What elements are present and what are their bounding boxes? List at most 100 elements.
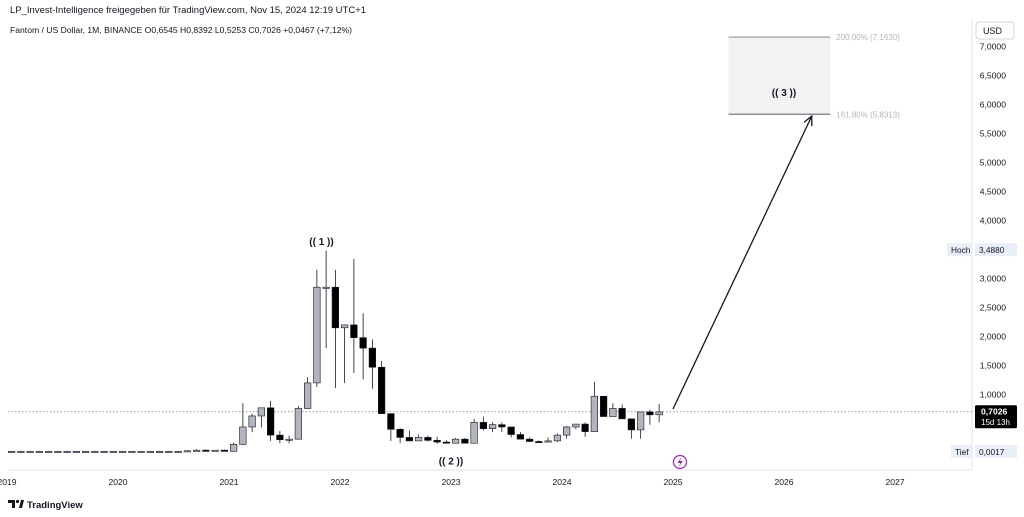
candle-body bbox=[600, 395, 608, 417]
candle-body bbox=[146, 451, 154, 453]
candle bbox=[146, 450, 154, 453]
candle-body bbox=[45, 451, 53, 453]
time-axis-ticks: 2019 2020 2021 2022 2023 2024 2025 2026 2027 bbox=[0, 477, 905, 487]
usd-currency-button[interactable]: USD bbox=[975, 21, 1015, 40]
candle-body bbox=[461, 438, 469, 444]
candle-body bbox=[526, 438, 534, 442]
current-price-countdown: 15d 13h bbox=[981, 418, 1010, 427]
time-tick-label: 2026 bbox=[774, 477, 793, 487]
candle-body bbox=[331, 286, 339, 329]
candle bbox=[239, 403, 247, 445]
candle bbox=[331, 269, 339, 389]
price-tick-label: 2,0000 bbox=[980, 332, 1007, 342]
low-label-text: Tief bbox=[955, 447, 969, 457]
candle bbox=[91, 450, 99, 453]
candle-body bbox=[516, 434, 524, 440]
candle-body bbox=[239, 426, 247, 445]
candle bbox=[516, 432, 524, 440]
candle bbox=[63, 450, 71, 453]
time-tick-label: 2020 bbox=[108, 477, 127, 487]
candle-body bbox=[26, 451, 34, 453]
candle-body bbox=[553, 434, 561, 442]
candle bbox=[230, 442, 238, 452]
candle-body bbox=[637, 411, 645, 431]
candle bbox=[82, 450, 90, 453]
symbol-info-line: Fantom / US Dollar, 1M, BINANCE O0,6545 … bbox=[10, 25, 352, 35]
candle-body bbox=[63, 451, 71, 453]
candle-body bbox=[72, 451, 80, 453]
candle bbox=[313, 269, 321, 387]
candles bbox=[8, 250, 663, 453]
candle-body bbox=[100, 451, 108, 453]
candle-body bbox=[137, 451, 145, 453]
candle bbox=[387, 413, 395, 441]
price-tick-label: 4,0000 bbox=[980, 216, 1007, 226]
candle bbox=[498, 422, 506, 433]
low-value-bg bbox=[975, 445, 1017, 458]
tradingview-logo-icon bbox=[8, 499, 24, 508]
high-label-text: Hoch bbox=[951, 245, 971, 255]
candle bbox=[220, 449, 228, 452]
wave-label: (( 2 )) bbox=[439, 457, 463, 468]
candle-body bbox=[156, 451, 164, 453]
candle bbox=[128, 450, 136, 453]
candle bbox=[156, 450, 164, 453]
low-label-bg bbox=[951, 445, 973, 458]
candle-body bbox=[17, 451, 25, 453]
candle bbox=[322, 250, 330, 349]
candle bbox=[581, 422, 589, 437]
candle bbox=[294, 406, 302, 440]
candle-body bbox=[563, 426, 571, 436]
candle-body bbox=[544, 440, 552, 443]
candle-body bbox=[572, 423, 580, 428]
candle bbox=[202, 449, 210, 452]
candle bbox=[553, 433, 561, 443]
candle bbox=[257, 407, 265, 428]
candle bbox=[174, 450, 182, 453]
candle bbox=[109, 450, 117, 453]
candle-body bbox=[276, 434, 284, 441]
projection-arrow-head bbox=[803, 114, 813, 127]
candle bbox=[461, 438, 469, 444]
candle bbox=[452, 438, 460, 444]
candle-body bbox=[442, 441, 450, 444]
candle-body bbox=[257, 407, 265, 417]
price-tick-label: 4,5000 bbox=[980, 187, 1007, 197]
flash-icon[interactable] bbox=[672, 454, 688, 470]
candle bbox=[405, 430, 413, 442]
low-value-label: 0,0017 bbox=[979, 447, 1005, 457]
candle-body bbox=[304, 382, 312, 409]
price-tick-label: 5,5000 bbox=[980, 129, 1007, 139]
candle bbox=[544, 437, 552, 443]
candle-body bbox=[452, 438, 460, 444]
candle-body bbox=[415, 437, 423, 442]
tradingview-logo[interactable]: TradingView bbox=[8, 499, 83, 511]
candle-body bbox=[193, 449, 201, 452]
candle bbox=[590, 381, 598, 432]
candle-body bbox=[119, 451, 127, 453]
time-tick-label: 2025 bbox=[663, 477, 682, 487]
candle-body bbox=[313, 286, 321, 384]
candle-body bbox=[489, 424, 497, 430]
candle bbox=[304, 377, 312, 409]
fib-level-label: 200,00% (7,1630) bbox=[836, 33, 900, 42]
candle-body bbox=[183, 450, 191, 453]
candle-body bbox=[350, 324, 358, 338]
candle-body bbox=[8, 451, 16, 453]
time-tick-label: 2019 bbox=[0, 477, 17, 487]
candle bbox=[26, 450, 34, 453]
candle-body bbox=[294, 408, 302, 440]
high-value-bg bbox=[975, 243, 1017, 257]
candle bbox=[359, 313, 367, 380]
current-price-value: 0,7026 bbox=[981, 407, 1008, 417]
candle bbox=[479, 416, 487, 431]
candle bbox=[193, 449, 201, 452]
candle bbox=[609, 403, 617, 417]
candle-body bbox=[507, 426, 515, 435]
candle-body bbox=[609, 408, 617, 417]
candle bbox=[424, 435, 432, 442]
candle-body bbox=[387, 413, 395, 430]
candle bbox=[415, 434, 423, 442]
